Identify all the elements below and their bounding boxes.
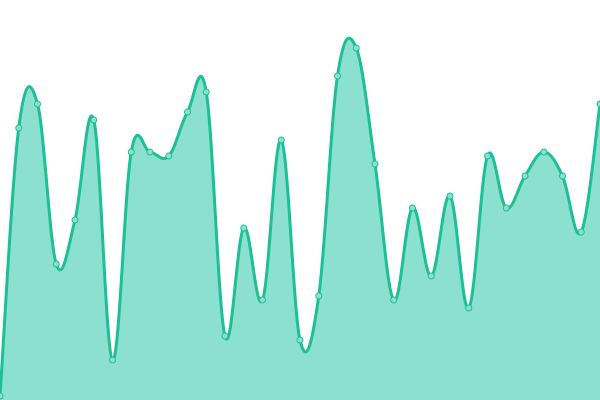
data-point-32 [596, 100, 600, 108]
data-point-8 [146, 148, 154, 156]
data-point-30 [559, 172, 566, 180]
data-point-17 [315, 292, 323, 300]
data-point-7 [127, 148, 135, 156]
data-points [0, 44, 600, 400]
data-point-15 [277, 136, 285, 144]
data-point-2 [34, 100, 41, 108]
data-point-10 [184, 108, 191, 116]
data-point-1 [15, 124, 23, 132]
data-point-19 [352, 44, 360, 52]
data-point-6 [109, 356, 116, 364]
data-point-25 [465, 304, 473, 312]
data-point-5 [90, 116, 98, 124]
data-point-21 [390, 296, 398, 304]
data-point-28 [521, 172, 529, 180]
data-point-27 [502, 204, 510, 212]
data-point-20 [371, 160, 379, 168]
data-point-3 [52, 260, 60, 268]
data-point-9 [165, 152, 173, 160]
data-point-13 [240, 224, 248, 232]
data-point-29 [540, 148, 548, 156]
data-point-18 [334, 72, 341, 80]
data-point-14 [259, 296, 266, 304]
data-point-24 [446, 192, 454, 200]
data-point-31 [577, 228, 585, 236]
data-point-23 [427, 272, 435, 280]
data-point-4 [71, 216, 79, 224]
data-point-22 [409, 204, 416, 212]
data-point-16 [296, 336, 304, 344]
data-point-26 [484, 152, 491, 160]
data-point-11 [202, 88, 210, 96]
data-point-12 [221, 332, 229, 340]
area-fill [0, 38, 600, 400]
data-point-0 [0, 392, 4, 400]
